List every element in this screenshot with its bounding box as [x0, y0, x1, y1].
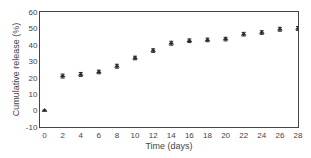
- svg-text:14: 14: [167, 131, 176, 140]
- svg-text:50: 50: [28, 24, 37, 33]
- svg-text:-10: -10: [26, 123, 38, 132]
- svg-text:10: 10: [131, 131, 140, 140]
- svg-text:0: 0: [33, 106, 38, 115]
- svg-text:Cumulative release (%): Cumulative release (%): [11, 23, 21, 117]
- svg-text:18: 18: [203, 131, 212, 140]
- svg-text:22: 22: [239, 131, 248, 140]
- svg-text:12: 12: [149, 131, 158, 140]
- svg-text:24: 24: [257, 131, 266, 140]
- svg-text:Time (days): Time (days): [145, 141, 192, 151]
- svg-text:28: 28: [294, 131, 303, 140]
- svg-text:10: 10: [28, 90, 37, 99]
- svg-text:4: 4: [79, 131, 84, 140]
- svg-text:30: 30: [28, 57, 37, 66]
- svg-text:26: 26: [275, 131, 284, 140]
- svg-text:16: 16: [185, 131, 194, 140]
- svg-text:8: 8: [115, 131, 120, 140]
- svg-text:20: 20: [28, 74, 37, 83]
- svg-text:40: 40: [28, 41, 37, 50]
- svg-text:2: 2: [60, 131, 65, 140]
- svg-text:60: 60: [28, 8, 37, 17]
- svg-text:20: 20: [221, 131, 230, 140]
- svg-text:6: 6: [97, 131, 102, 140]
- svg-text:0: 0: [42, 131, 47, 140]
